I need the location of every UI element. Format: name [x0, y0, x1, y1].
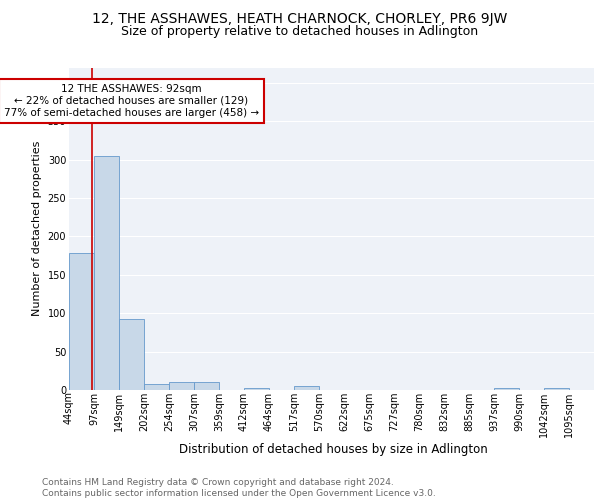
Bar	[294, 386, 319, 390]
Bar	[144, 384, 169, 390]
Bar	[94, 156, 119, 390]
Bar	[494, 388, 519, 390]
Text: 12, THE ASSHAWES, HEATH CHARNOCK, CHORLEY, PR6 9JW: 12, THE ASSHAWES, HEATH CHARNOCK, CHORLE…	[92, 12, 508, 26]
Text: Contains HM Land Registry data © Crown copyright and database right 2024.
Contai: Contains HM Land Registry data © Crown c…	[42, 478, 436, 498]
Bar	[119, 318, 144, 390]
Text: Size of property relative to detached houses in Adlington: Size of property relative to detached ho…	[121, 25, 479, 38]
Bar	[169, 382, 194, 390]
Y-axis label: Number of detached properties: Number of detached properties	[32, 141, 42, 316]
Bar	[194, 382, 219, 390]
Bar	[544, 388, 569, 390]
Text: Distribution of detached houses by size in Adlington: Distribution of detached houses by size …	[179, 442, 487, 456]
Bar	[69, 254, 94, 390]
Text: 12 THE ASSHAWES: 92sqm
← 22% of detached houses are smaller (129)
77% of semi-de: 12 THE ASSHAWES: 92sqm ← 22% of detached…	[4, 84, 259, 117]
Bar	[244, 388, 269, 390]
